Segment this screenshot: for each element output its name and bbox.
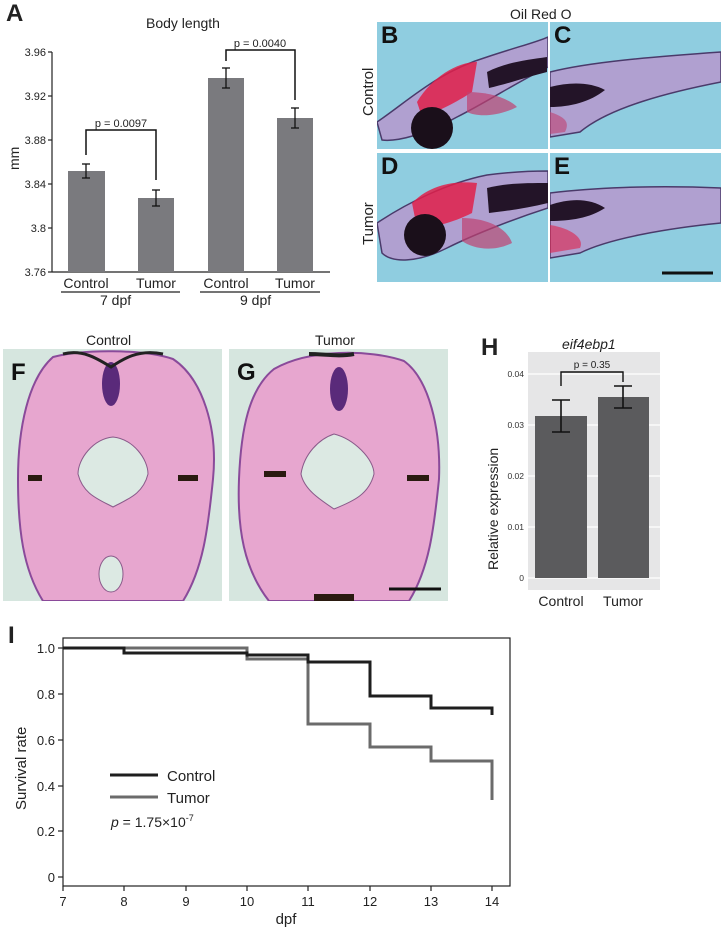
chart-a-title: Body length: [146, 15, 220, 31]
bar-tumor-9dpf: [277, 118, 313, 272]
pval-h: p = 0.35: [574, 360, 611, 371]
bar-tumor: [598, 397, 649, 578]
group-label-9dpf: 9 dpf: [240, 292, 272, 308]
histo-label-tumor: Tumor: [315, 332, 355, 348]
xlabel-control: Control: [538, 593, 583, 609]
xtick: 9: [182, 894, 189, 909]
chart-i-ylabel: Survival rate: [13, 727, 30, 810]
xlabel-control-7dpf: Control: [63, 275, 108, 291]
row-label-control: Control: [360, 67, 377, 116]
ytick: 0.03: [507, 420, 524, 430]
pval-7dpf: p = 0.0097: [95, 118, 147, 130]
image-panel-b: B: [377, 22, 548, 149]
survival-curve-control: [63, 646, 494, 715]
xlabel-tumor-7dpf: Tumor: [136, 275, 176, 291]
ytick: 3.88: [25, 135, 46, 147]
image-panel-d: D: [377, 153, 548, 282]
panel-letter-h: H: [481, 334, 499, 361]
survival-curve-tumor: [63, 646, 494, 800]
image-panel-f: F: [3, 349, 222, 601]
xtick: 10: [240, 894, 254, 909]
ytick: 3.84: [25, 179, 46, 191]
oil-red-o-title: Oil Red O: [510, 6, 572, 22]
chart-a-body-length: 3.96 3.92 3.88 3.84 3.8 3.76 mm p = 0.00…: [6, 38, 330, 293]
xlabel-tumor: Tumor: [603, 593, 643, 609]
chart-h-title: eif4ebp1: [562, 336, 616, 352]
panel-letter-e: E: [554, 153, 571, 180]
panel-letter-f: F: [11, 359, 26, 386]
ytick: 0: [519, 573, 524, 583]
chart-h-ylabel: Relative expression: [485, 448, 501, 570]
xtick: 12: [363, 894, 377, 909]
panel-letter-d: D: [381, 153, 399, 180]
chart-i-survival: 1.0 0.8 0.6 0.4 0.2 0 7 8 9 10 11 12 13 …: [13, 637, 511, 928]
legend-label-tumor: Tumor: [167, 790, 210, 807]
ytick: 0: [48, 870, 55, 885]
panel-letter-i: I: [8, 622, 15, 649]
xtick: 7: [59, 894, 66, 909]
ytick: 3.8: [31, 223, 46, 235]
image-panel-g: G: [229, 349, 448, 601]
chart-i-xlabel: dpf: [276, 911, 298, 928]
panel-letter-c: C: [554, 22, 572, 49]
xlabel-tumor-9dpf: Tumor: [275, 275, 315, 291]
ytick: 0.4: [37, 779, 55, 794]
histo-label-control: Control: [86, 332, 132, 348]
ytick: 3.96: [25, 47, 46, 59]
xtick: 14: [485, 894, 499, 909]
xtick: 13: [424, 894, 438, 909]
xtick: 8: [120, 894, 127, 909]
panel-letter-a: A: [6, 0, 24, 27]
bar-control-7dpf: [68, 171, 105, 272]
chart-a-ylabel: mm: [6, 147, 22, 170]
group-label-7dpf: 7 dpf: [100, 292, 132, 308]
pval-9dpf: p = 0.0040: [234, 38, 286, 50]
ytick: 1.0: [37, 641, 55, 656]
bar-tumor-7dpf: [138, 198, 174, 272]
ytick: 0.01: [507, 522, 524, 532]
xlabel-control-9dpf: Control: [203, 275, 248, 291]
xtick: 11: [301, 894, 315, 909]
panel-letter-g: G: [237, 359, 256, 386]
ytick: 3.92: [25, 91, 46, 103]
ytick: 0.6: [37, 733, 55, 748]
pval-survival: p = 1.75×10-7: [110, 813, 194, 830]
ytick: 0.02: [507, 471, 524, 481]
ytick: 0.2: [37, 824, 55, 839]
panel-letter-b: B: [381, 22, 399, 49]
chart-h-eif4ebp1: 0.04 0.03 0.02 0.01 0 Relative expressio…: [485, 352, 660, 609]
ytick: 3.76: [25, 267, 46, 279]
legend-label-control: Control: [167, 768, 215, 785]
bar-control: [535, 416, 587, 578]
ytick: 0.04: [507, 369, 524, 379]
bar-control-9dpf: [208, 78, 244, 272]
image-panel-c: C: [550, 22, 721, 149]
ytick: 0.8: [37, 687, 55, 702]
row-label-tumor: Tumor: [360, 202, 377, 245]
image-panel-e: E: [550, 153, 721, 282]
